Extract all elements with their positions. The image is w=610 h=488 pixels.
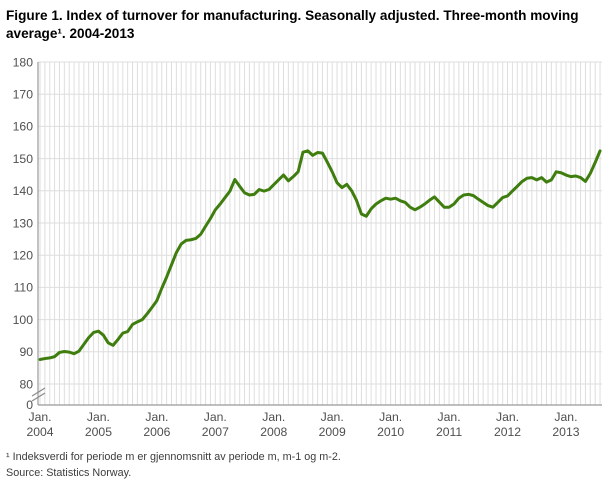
footnote-text: ¹ Indeksverdi for periode m er gjennomsn… xyxy=(6,451,341,464)
y-tick-label: 90 xyxy=(19,346,33,360)
x-tick-label-month: Jan. xyxy=(145,410,168,424)
x-tick-label-month: Jan. xyxy=(87,410,110,424)
y-tick-label: 170 xyxy=(13,88,34,102)
y-tick-label: 180 xyxy=(13,56,34,70)
y-tick-label: 100 xyxy=(13,313,34,327)
x-tick-label-month: Jan. xyxy=(438,410,461,424)
x-tick-label-year: 2013 xyxy=(552,425,579,439)
y-tick-label: 150 xyxy=(13,152,34,166)
chart-footer: ¹ Indeksverdi for periode m er gjennomsn… xyxy=(0,449,610,481)
x-tick-label-year: 2007 xyxy=(202,425,229,439)
source-text: Source: Statistics Norway. xyxy=(6,466,132,479)
x-tick-label-year: 2004 xyxy=(26,425,53,439)
y-tick-label-zero: 0 xyxy=(26,398,33,412)
axis-break-icon xyxy=(31,387,46,402)
x-tick-label-month: Jan. xyxy=(321,410,344,424)
x-tick-label-year: 2011 xyxy=(436,425,462,439)
x-tick-label-year: 2008 xyxy=(260,425,287,439)
turnover-line-chart: 18017016015014013012011010090800Jan.2004… xyxy=(13,56,602,439)
x-tick-label-month: Jan. xyxy=(554,410,577,424)
x-tick-label-year: 2010 xyxy=(377,425,404,439)
x-tick-label-month: Jan. xyxy=(28,410,51,424)
y-tick-label: 140 xyxy=(13,185,34,199)
x-tick-label-year: 2009 xyxy=(319,425,346,439)
y-tick-label: 120 xyxy=(13,249,34,263)
y-tick-labels: 180 170 160 150 140 130 120 110 100 90 80 0 xyxy=(13,56,34,413)
x-tick-label-month: Jan. xyxy=(496,410,519,424)
x-tick-label-year: 2012 xyxy=(494,425,521,439)
x-tick-label-month: Jan. xyxy=(379,410,402,424)
x-tick-label-month: Jan. xyxy=(262,410,285,424)
gridlines xyxy=(38,61,602,406)
axis-break-stroke xyxy=(31,392,46,402)
y-tick-label: 80 xyxy=(19,378,33,392)
y-tick-label: 160 xyxy=(13,120,34,134)
turnover-line xyxy=(38,149,602,362)
x-tick-labels: Jan.2004Jan.2005Jan.2006Jan.2007Jan.2008… xyxy=(26,410,579,439)
axis-break-stroke xyxy=(31,387,46,397)
x-tick-label-year: 2006 xyxy=(143,425,170,439)
y-tick-label: 110 xyxy=(14,281,34,295)
chart-title: Figure 1. Index of turnover for manufact… xyxy=(6,8,579,42)
y-tick-label: 130 xyxy=(13,217,34,231)
x-tick-label-month: Jan. xyxy=(204,410,227,424)
x-tick-label-year: 2005 xyxy=(85,425,112,439)
